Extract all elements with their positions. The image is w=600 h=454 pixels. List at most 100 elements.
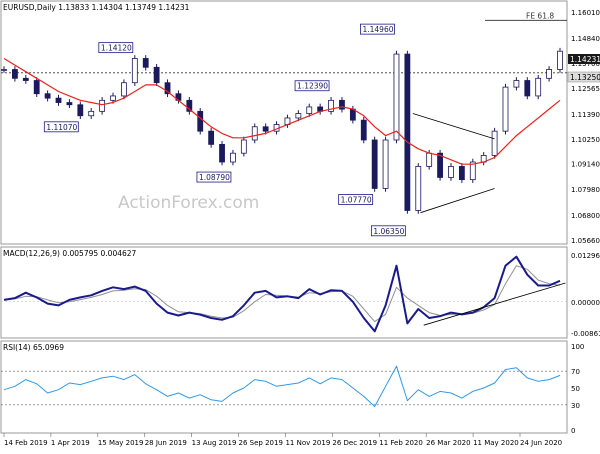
macd-header: MACD(12,26,9) 0.005795 0.004627	[3, 249, 137, 258]
rsi-header: RSI(14) 65.0969	[3, 343, 64, 352]
level-tag: 1.13250	[570, 73, 600, 82]
candle-body	[535, 77, 542, 97]
candle-body	[12, 69, 18, 79]
price-label-box	[360, 23, 395, 35]
price-label: 1.12390	[297, 82, 328, 91]
candle-body	[1, 69, 7, 71]
candle-body	[360, 119, 367, 141]
candle-body	[339, 99, 345, 110]
rsi-y-tick: 0	[571, 427, 575, 435]
price-annotations: 1.14960 1.14120 1.12390 1.11070 1.08790 1.077…	[43, 23, 406, 237]
main-y-tick: 1.05660	[571, 237, 600, 245]
main-panel-frame	[0, 0, 568, 245]
candle-body	[164, 82, 171, 95]
last-price-tag-bg	[568, 54, 600, 64]
candle-body	[513, 80, 520, 88]
candle-body	[502, 86, 509, 132]
main-y-tick: 1.14840	[571, 35, 600, 43]
rsi-y-tick: 70	[571, 368, 580, 376]
price-label-box	[338, 194, 374, 205]
price-label-box	[294, 80, 330, 92]
x-axis-labels: 14 Feb 2019 1 Apr 2019 15 May 2019 28 Jun 2…	[3, 433, 562, 447]
candle-body	[491, 130, 498, 156]
macd-y-tick: 0.00000	[571, 299, 600, 307]
triangle-upper-line	[412, 113, 495, 140]
candle-body	[295, 113, 302, 119]
rsi-panel-frame	[0, 340, 568, 434]
triangle-lower-line	[420, 188, 495, 214]
main-header: EURUSD,Daily 1.13833 1.14304 1.13749 1.1…	[3, 3, 190, 12]
price-label: 1.11070	[46, 123, 77, 132]
candle-body	[33, 80, 40, 95]
price-label: 1.06350	[373, 227, 404, 236]
candle-body	[524, 80, 531, 97]
x-tick-label: 26 Mar 2020	[426, 439, 470, 447]
macd-y-tick: 0.01296	[571, 252, 600, 260]
main-y-tick: 1.06800	[571, 212, 600, 220]
candle-body	[44, 93, 51, 99]
candle-body	[371, 139, 378, 189]
last-price-tag: 1.14231	[570, 55, 600, 64]
price-label: 1.14960	[362, 25, 393, 34]
candle-body	[197, 110, 204, 132]
price-label: 1.14120	[101, 44, 132, 53]
candle-body	[219, 143, 225, 163]
macd-panel-frame	[0, 246, 568, 339]
rsi-line	[3, 365, 561, 407]
candle-body	[88, 110, 95, 117]
fib-label: FE 61.8	[526, 11, 554, 20]
candle-body	[415, 166, 422, 211]
rsi-y-tick: 30	[571, 402, 580, 410]
main-y-tick: 1.10250	[571, 136, 600, 144]
x-tick-label: 13 Aug 2019	[192, 439, 237, 447]
candle-body	[99, 99, 106, 112]
candle-body	[55, 97, 62, 103]
x-tick-label: 11 May 2020	[473, 439, 519, 447]
candle-body	[426, 152, 433, 167]
price-label-box	[98, 42, 134, 54]
candle-body	[121, 82, 127, 97]
macd-y-tick: -0.008616	[571, 330, 600, 338]
price-label: 1.08790	[199, 173, 230, 182]
x-tick-label: 14 Feb 2019	[4, 439, 48, 447]
trendlines-group	[412, 113, 566, 326]
watermark: ActionForex.com	[118, 193, 259, 213]
candle-body	[153, 66, 160, 84]
main-y-tick: 1.16010	[571, 9, 600, 17]
x-tick-label: 1 Apr 2019	[51, 439, 90, 447]
candle-body	[382, 139, 389, 189]
rsi-y-tick: 100	[571, 343, 584, 351]
x-tick-label: 11 Nov 2019	[285, 439, 330, 447]
rsi-y-tick: 50	[571, 385, 580, 393]
macd-trendline	[423, 282, 566, 326]
candle-body	[230, 152, 236, 163]
candle-body	[448, 166, 454, 178]
candle-body	[110, 95, 116, 101]
x-tick-label: 24 Jun 2020	[520, 439, 562, 447]
candle-body	[240, 139, 247, 154]
candle-body	[77, 104, 84, 117]
macd-line	[3, 255, 561, 333]
indicator-lines	[1, 57, 567, 407]
main-y-tick: 1.12565	[571, 85, 600, 93]
candle-body	[186, 99, 193, 112]
x-tick-label: 15 May 2019	[98, 439, 144, 447]
x-tick-label: 28 Jun 2019	[145, 439, 187, 447]
candle-body	[142, 58, 149, 68]
candle-body	[208, 130, 215, 145]
candle-body	[437, 152, 443, 178]
level-tag-bg	[567, 71, 600, 83]
sma-line	[3, 57, 561, 165]
main-y-tick: 1.07980	[571, 186, 600, 194]
x-tick-label: 26 Dec 2019	[332, 439, 377, 447]
candle-body	[469, 161, 476, 181]
price-label-box	[196, 171, 232, 183]
candle-body	[131, 58, 138, 84]
x-tick-label: 11 Feb 2020	[379, 439, 423, 447]
price-label-box	[370, 225, 406, 237]
candle-body	[262, 126, 269, 132]
candle-body	[458, 166, 465, 181]
price-label: 1.07770	[341, 196, 372, 205]
